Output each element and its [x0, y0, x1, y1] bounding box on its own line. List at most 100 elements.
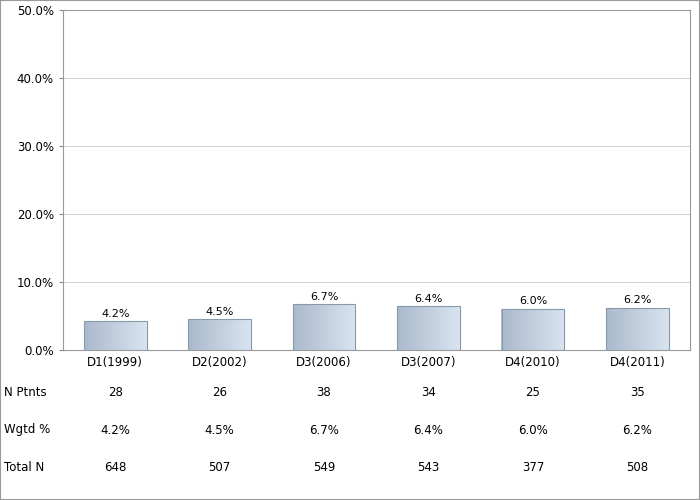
- Text: 6.0%: 6.0%: [518, 424, 547, 436]
- Bar: [109, 322, 111, 350]
- Text: 4.2%: 4.2%: [100, 424, 130, 436]
- Bar: [127, 322, 130, 350]
- Bar: [443, 306, 445, 350]
- Text: 549: 549: [313, 461, 335, 474]
- Bar: [550, 309, 552, 350]
- Bar: [343, 304, 345, 350]
- Bar: [518, 309, 520, 350]
- Bar: [608, 308, 610, 350]
- Bar: [424, 306, 426, 350]
- Bar: [522, 309, 524, 350]
- Bar: [537, 309, 539, 350]
- Bar: [193, 320, 195, 350]
- Bar: [445, 306, 447, 350]
- Bar: [552, 309, 554, 350]
- Bar: [297, 304, 299, 350]
- Bar: [144, 322, 146, 350]
- Bar: [324, 304, 326, 350]
- Bar: [94, 322, 97, 350]
- Bar: [606, 308, 668, 350]
- Bar: [508, 309, 510, 350]
- Bar: [514, 309, 516, 350]
- Bar: [90, 322, 92, 350]
- Bar: [241, 320, 243, 350]
- Bar: [230, 320, 232, 350]
- Bar: [617, 308, 619, 350]
- Bar: [437, 306, 439, 350]
- Bar: [405, 306, 407, 350]
- Text: 6.7%: 6.7%: [310, 292, 338, 302]
- Bar: [99, 322, 101, 350]
- Bar: [309, 304, 312, 350]
- Bar: [524, 309, 526, 350]
- Text: 38: 38: [316, 386, 331, 399]
- Bar: [84, 322, 86, 350]
- Bar: [301, 304, 303, 350]
- Bar: [541, 309, 543, 350]
- Bar: [418, 306, 420, 350]
- Bar: [351, 304, 354, 350]
- Bar: [399, 306, 401, 350]
- Bar: [606, 308, 608, 350]
- Bar: [244, 320, 247, 350]
- Bar: [528, 309, 531, 350]
- Bar: [397, 306, 460, 350]
- Bar: [123, 322, 126, 350]
- Bar: [234, 320, 237, 350]
- Bar: [216, 320, 218, 350]
- Text: Total N: Total N: [4, 461, 43, 474]
- Bar: [86, 322, 88, 350]
- Text: 4.5%: 4.5%: [204, 424, 234, 436]
- Bar: [501, 309, 564, 350]
- Bar: [349, 304, 351, 350]
- Bar: [403, 306, 405, 350]
- Bar: [560, 309, 562, 350]
- Bar: [312, 304, 314, 350]
- Bar: [545, 309, 547, 350]
- Bar: [190, 320, 192, 350]
- Bar: [639, 308, 641, 350]
- Bar: [658, 308, 660, 350]
- Bar: [624, 308, 627, 350]
- Bar: [456, 306, 458, 350]
- Bar: [637, 308, 639, 350]
- Bar: [662, 308, 664, 350]
- Bar: [428, 306, 430, 350]
- Bar: [142, 322, 144, 350]
- Bar: [195, 320, 197, 350]
- Bar: [422, 306, 424, 350]
- Text: 4.5%: 4.5%: [205, 306, 234, 316]
- Bar: [207, 320, 209, 350]
- Bar: [113, 322, 116, 350]
- Text: 507: 507: [209, 461, 231, 474]
- Bar: [316, 304, 318, 350]
- Text: 6.0%: 6.0%: [519, 296, 547, 306]
- Bar: [226, 320, 228, 350]
- Bar: [510, 309, 512, 350]
- Bar: [314, 304, 316, 350]
- Text: 26: 26: [212, 386, 227, 399]
- Bar: [222, 320, 224, 350]
- Bar: [92, 322, 95, 350]
- Bar: [501, 309, 504, 350]
- Bar: [622, 308, 625, 350]
- Text: 28: 28: [108, 386, 122, 399]
- Bar: [554, 309, 556, 350]
- Bar: [303, 304, 305, 350]
- Bar: [209, 320, 211, 350]
- Bar: [341, 304, 343, 350]
- Text: N Ptnts: N Ptnts: [4, 386, 46, 399]
- Bar: [526, 309, 528, 350]
- Bar: [516, 309, 518, 350]
- Bar: [447, 306, 449, 350]
- Bar: [88, 322, 90, 350]
- Bar: [505, 309, 508, 350]
- Bar: [535, 309, 537, 350]
- Bar: [121, 322, 124, 350]
- Bar: [433, 306, 435, 350]
- Bar: [645, 308, 648, 350]
- Bar: [654, 308, 656, 350]
- Bar: [326, 304, 328, 350]
- Bar: [520, 309, 522, 350]
- Bar: [305, 304, 307, 350]
